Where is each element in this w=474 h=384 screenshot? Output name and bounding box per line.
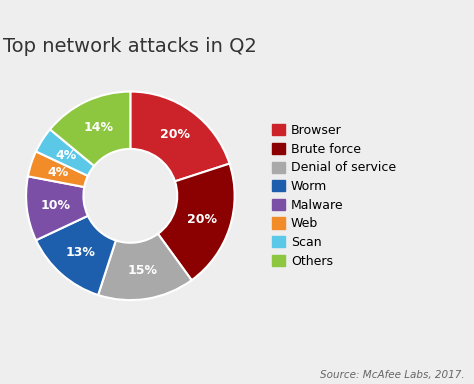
Text: 14%: 14% xyxy=(83,121,113,134)
Text: 20%: 20% xyxy=(160,128,190,141)
Wedge shape xyxy=(98,234,191,300)
Legend: Browser, Brute force, Denial of service, Worm, Malware, Web, Scan, Others: Browser, Brute force, Denial of service,… xyxy=(272,124,396,268)
Text: Source: McAfee Labs, 2017.: Source: McAfee Labs, 2017. xyxy=(320,370,465,380)
Wedge shape xyxy=(130,91,229,181)
Wedge shape xyxy=(50,91,130,166)
Title: Top network attacks in Q2: Top network attacks in Q2 xyxy=(3,36,257,56)
Wedge shape xyxy=(158,164,235,280)
Text: 15%: 15% xyxy=(127,264,157,277)
Text: 13%: 13% xyxy=(65,246,95,259)
Wedge shape xyxy=(28,151,88,187)
Wedge shape xyxy=(36,129,94,176)
Wedge shape xyxy=(36,216,116,295)
Text: 20%: 20% xyxy=(187,213,217,226)
Text: 4%: 4% xyxy=(56,149,77,162)
Wedge shape xyxy=(26,176,88,240)
Text: 10%: 10% xyxy=(40,199,70,212)
Text: 4%: 4% xyxy=(48,166,69,179)
